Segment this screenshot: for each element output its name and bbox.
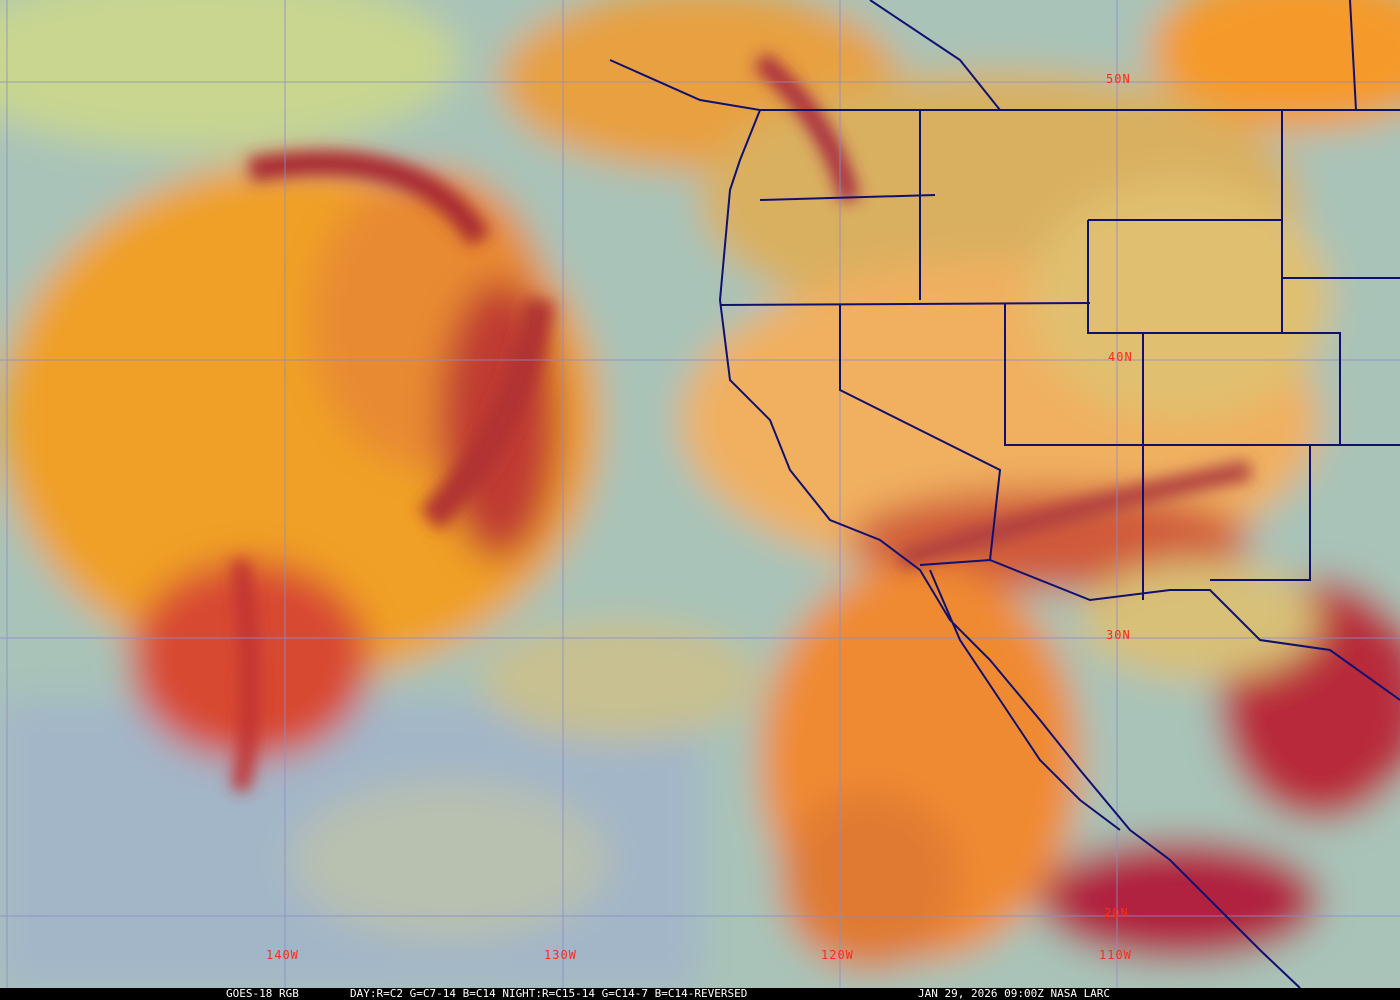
latitude-label-20n: 20N [1104, 906, 1129, 920]
rgb-recipe: DAY:R=C2 G=C7-14 B=C14 NIGHT:R=C15-14 G=… [350, 987, 748, 1000]
longitude-label-140w: 140W [266, 948, 299, 962]
longitude-label-110w: 110W [1099, 948, 1132, 962]
political-boundaries [609, 0, 1400, 988]
timestamp: JAN 29, 2026 09:00Z NASA LARC [918, 987, 1111, 1000]
latitude-label-40n: 40N [1108, 350, 1133, 364]
cold-cloud-bands [231, 52, 1252, 792]
latitude-label-30n: 30N [1106, 628, 1131, 642]
longitude-label-130w: 130W [544, 948, 577, 962]
latitude-label-50n: 50N [1106, 72, 1131, 86]
longitude-label-120w: 120W [821, 948, 854, 962]
image-caption-bar: GOES-18 RGB DAY:R=C2 G=C7-14 B=C14 NIGHT… [0, 988, 1400, 1000]
satellite-name: GOES-18 RGB [226, 987, 299, 1000]
